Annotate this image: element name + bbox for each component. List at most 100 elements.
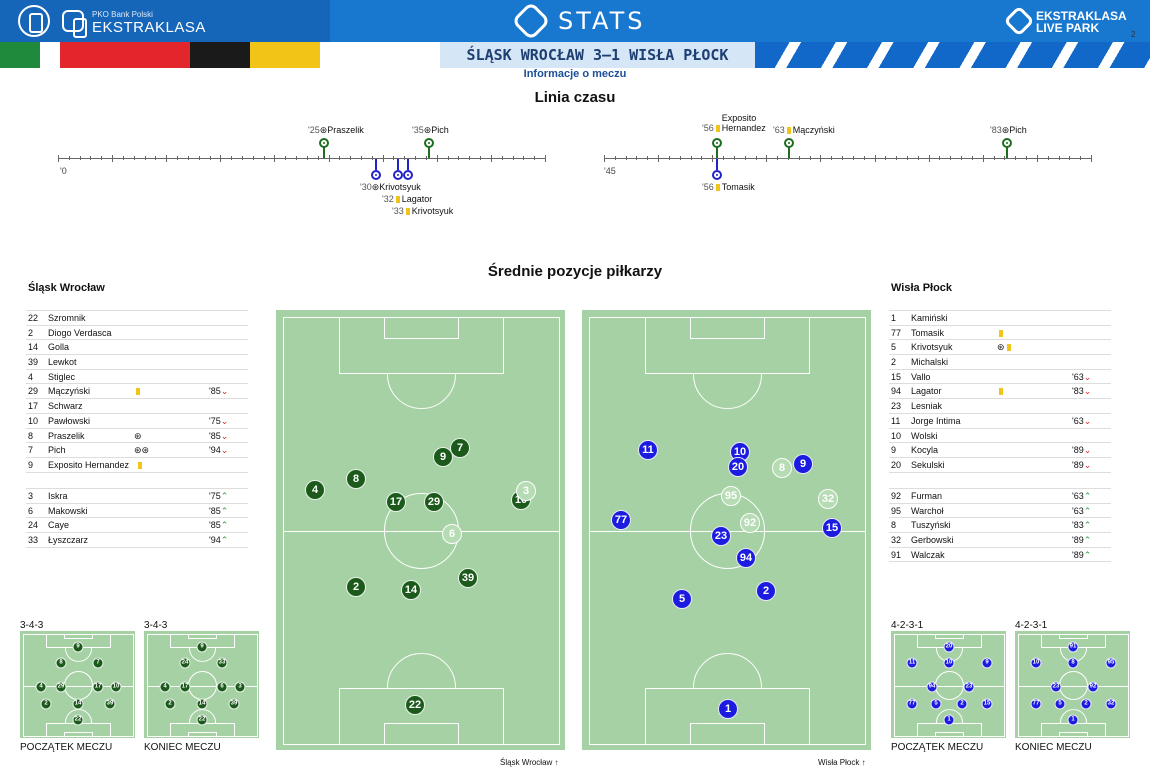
formation-player-dot[interactable]: 39	[104, 698, 116, 710]
own-goal-pin-icon[interactable]	[371, 170, 381, 180]
formation-player-dot[interactable]: 22	[72, 714, 84, 726]
lineup-row[interactable]: 94 Lagator '83⌄	[889, 383, 1111, 398]
home-player-dot[interactable]: 22	[405, 695, 425, 715]
lineup-row[interactable]: 32 Gerbowski '89⌃	[889, 532, 1111, 547]
formation-player-dot[interactable]: 5	[930, 698, 942, 710]
lineup-row[interactable]: 92 Furman '63⌃	[889, 488, 1111, 503]
formation-player-dot[interactable]: 17	[179, 681, 191, 693]
home-player-dot[interactable]: 6	[442, 524, 462, 544]
home-player-dot[interactable]: 9	[433, 447, 453, 467]
lineup-row[interactable]: 15 Vallo '63⌄	[889, 368, 1111, 384]
formation-player-dot[interactable]: 4	[35, 681, 47, 693]
formation-player-dot[interactable]: 22	[196, 714, 208, 726]
formation-player-dot[interactable]: 3	[234, 681, 246, 693]
lineup-row[interactable]: 10 Pawłowski '75⌄	[26, 412, 248, 428]
formation-player-dot[interactable]: 15	[981, 698, 993, 710]
formation-player-dot[interactable]: 7	[92, 657, 104, 669]
formation-player-dot[interactable]: 20	[943, 641, 955, 653]
home-player-dot[interactable]: 39	[458, 568, 478, 588]
away-player-dot[interactable]: 11	[638, 440, 658, 460]
card-pin-icon[interactable]	[712, 170, 722, 180]
lineup-row[interactable]: 9 Exposito Hernandez	[26, 456, 248, 472]
away-player-dot[interactable]: 23	[711, 526, 731, 546]
card-pin-icon[interactable]	[393, 170, 403, 180]
formation-player-dot[interactable]: 95	[1105, 657, 1117, 669]
goal-pin-icon[interactable]	[424, 138, 434, 148]
lineup-row[interactable]: 10 Wolski	[889, 427, 1111, 443]
formation-player-dot[interactable]: 2	[956, 698, 968, 710]
home-player-dot[interactable]: 14	[401, 580, 421, 600]
lineup-row[interactable]: 4 Stiglec	[26, 368, 248, 384]
lineup-row[interactable]: 5 Krivotsyuk ⊛	[889, 339, 1111, 354]
away-player-dot[interactable]: 94	[736, 548, 756, 568]
formation-player-dot[interactable]: 17	[92, 681, 104, 693]
lineup-row[interactable]: 1 Kamiński	[889, 310, 1111, 325]
card-pin-icon[interactable]	[403, 170, 413, 180]
formation-player-dot[interactable]: 33	[216, 657, 228, 669]
lineup-row[interactable]: 33 Łyszczarz '94⌃	[26, 532, 248, 547]
formation-player-dot[interactable]: 32	[1105, 698, 1117, 710]
lineup-row[interactable]: 39 Lewkot	[26, 354, 248, 369]
formation-player-dot[interactable]: 1	[943, 714, 955, 726]
formation-player-dot[interactable]: 9	[72, 641, 84, 653]
formation-player-dot[interactable]: 5	[1054, 698, 1066, 710]
lineup-row[interactable]: 2 Michalski	[889, 354, 1111, 369]
formation-player-dot[interactable]: 10	[943, 657, 955, 669]
home-player-dot[interactable]: 4	[305, 480, 325, 500]
away-player-dot[interactable]: 9	[793, 454, 813, 474]
lineup-row[interactable]: 8 Tuszyński '83⌃	[889, 517, 1111, 532]
formation-player-dot[interactable]: 8	[1067, 657, 1079, 669]
formation-player-dot[interactable]: 24	[179, 657, 191, 669]
formation-player-dot[interactable]: 1	[1067, 714, 1079, 726]
formation-player-dot[interactable]: 2	[164, 698, 176, 710]
away-player-dot[interactable]: 5	[672, 589, 692, 609]
lineup-row[interactable]: 20 Sekulski '89⌄	[889, 456, 1111, 472]
lineup-row[interactable]: 95 Warchoł '63⌃	[889, 502, 1111, 518]
formation-player-dot[interactable]: 14	[72, 698, 84, 710]
card-pin-icon[interactable]	[712, 138, 722, 148]
lineup-row[interactable]: 24 Caye '85⌃	[26, 517, 248, 532]
formation-player-dot[interactable]: 91	[1067, 641, 1079, 653]
formation-player-dot[interactable]: 6	[216, 681, 228, 693]
lineup-row[interactable]: 91 Walczak '89⌃	[889, 546, 1111, 562]
formation-player-dot[interactable]: 10	[110, 681, 122, 693]
away-player-dot[interactable]: 15	[822, 518, 842, 538]
card-pin-icon[interactable]	[784, 138, 794, 148]
goal-pin-icon[interactable]	[1002, 138, 1012, 148]
lineup-row[interactable]: 11 Jorge Intima '63⌄	[889, 412, 1111, 428]
formation-player-dot[interactable]: 14	[196, 698, 208, 710]
formation-player-dot[interactable]: 23	[1050, 681, 1062, 693]
home-player-dot[interactable]: 17	[386, 492, 406, 512]
lineup-row[interactable]: 9 Kocyla '89⌄	[889, 442, 1111, 457]
home-player-dot[interactable]: 7	[450, 438, 470, 458]
home-player-dot[interactable]: 8	[346, 469, 366, 489]
away-player-dot[interactable]: 20	[728, 457, 748, 477]
formation-player-dot[interactable]: 11	[906, 657, 918, 669]
away-player-dot[interactable]: 77	[611, 510, 631, 530]
formation-player-dot[interactable]: 92	[1087, 681, 1099, 693]
formation-player-dot[interactable]: 4	[159, 681, 171, 693]
away-player-dot[interactable]: 2	[756, 581, 776, 601]
lineup-row[interactable]: 8 Praszelik ⊛ '85⌄	[26, 427, 248, 443]
formation-player-dot[interactable]: 39	[228, 698, 240, 710]
home-player-dot[interactable]: 29	[424, 492, 444, 512]
formation-player-dot[interactable]: 23	[963, 681, 975, 693]
away-player-dot[interactable]: 95	[721, 486, 741, 506]
formation-player-dot[interactable]: 94	[926, 681, 938, 693]
formation-player-dot[interactable]: 2	[40, 698, 52, 710]
away-player-dot[interactable]: 1	[718, 699, 738, 719]
lineup-row[interactable]: 6 Makowski '85⌃	[26, 502, 248, 518]
formation-player-dot[interactable]: 29	[55, 681, 67, 693]
formation-player-dot[interactable]: 77	[1030, 698, 1042, 710]
lineup-row[interactable]: 23 Lesniak	[889, 398, 1111, 413]
goal-pin-icon[interactable]	[319, 138, 329, 148]
lineup-row[interactable]: 14 Golla	[26, 339, 248, 354]
lineup-row[interactable]: 77 Tomasik	[889, 324, 1111, 340]
lineup-row[interactable]: 3 Iskra '75⌃	[26, 488, 248, 503]
formation-player-dot[interactable]: 77	[906, 698, 918, 710]
lineup-row[interactable]: 7 Pich ⊛⊛ '94⌄	[26, 442, 248, 457]
formation-player-dot[interactable]: 10	[1030, 657, 1042, 669]
formation-player-dot[interactable]: 9	[981, 657, 993, 669]
home-player-dot[interactable]: 2	[346, 577, 366, 597]
lineup-row[interactable]: 17 Schwarz	[26, 398, 248, 413]
